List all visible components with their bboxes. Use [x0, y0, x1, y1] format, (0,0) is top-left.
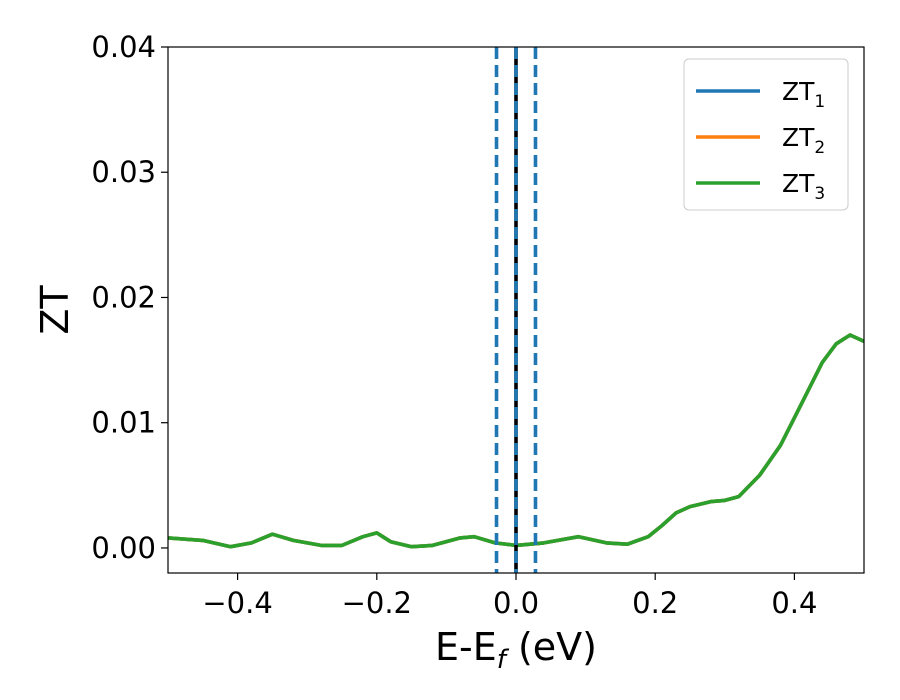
series-layer [168, 333, 864, 549]
legend-label: ZT1 [782, 77, 825, 112]
reference-lines [494, 47, 538, 573]
y-axis: 0.00 0.01 0.02 0.03 0.04 [91, 30, 168, 565]
y-tick-label: 0.01 [91, 406, 156, 440]
legend-box [683, 58, 849, 211]
legend-label: ZT3 [782, 169, 825, 204]
legend: ZT1 ZT2 ZT3 [683, 58, 849, 211]
x-axis-label: E-Ef (eV) [435, 625, 597, 675]
legend-label: ZT2 [782, 123, 825, 158]
series-line-3 [168, 333, 864, 549]
x-axis: −0.4 −0.2 0.0 0.2 0.4 [202, 573, 817, 620]
y-tick-label: 0.00 [91, 531, 156, 565]
x-tick-label: −0.2 [342, 586, 412, 620]
x-tick-label: 0.0 [493, 586, 539, 620]
y-tick-label: 0.04 [91, 30, 156, 64]
y-tick-label: 0.03 [91, 155, 156, 189]
x-tick-label: −0.4 [202, 586, 272, 620]
x-tick-label: 0.4 [771, 586, 817, 620]
y-tick-label: 0.02 [91, 280, 156, 314]
x-tick-label: 0.2 [632, 586, 678, 620]
y-axis-label: ZT [33, 285, 77, 335]
